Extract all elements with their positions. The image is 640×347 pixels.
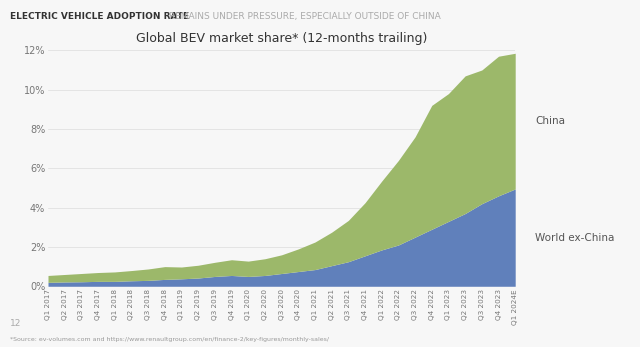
Text: 12: 12 [10,319,21,328]
Text: China: China [535,116,565,126]
Text: *Source: ev-volumes.com and https://www.renaultgroup.com/en/finance-2/key-figure: *Source: ev-volumes.com and https://www.… [10,337,328,342]
Text: REMAINS UNDER PRESSURE, ESPECIALLY OUTSIDE OF CHINA: REMAINS UNDER PRESSURE, ESPECIALLY OUTSI… [166,12,441,21]
Text: ELECTRIC VEHICLE ADOPTION RATE: ELECTRIC VEHICLE ADOPTION RATE [10,12,189,21]
Text: World ex-China: World ex-China [535,232,614,243]
Title: Global BEV market share* (12-months trailing): Global BEV market share* (12-months trai… [136,32,428,45]
